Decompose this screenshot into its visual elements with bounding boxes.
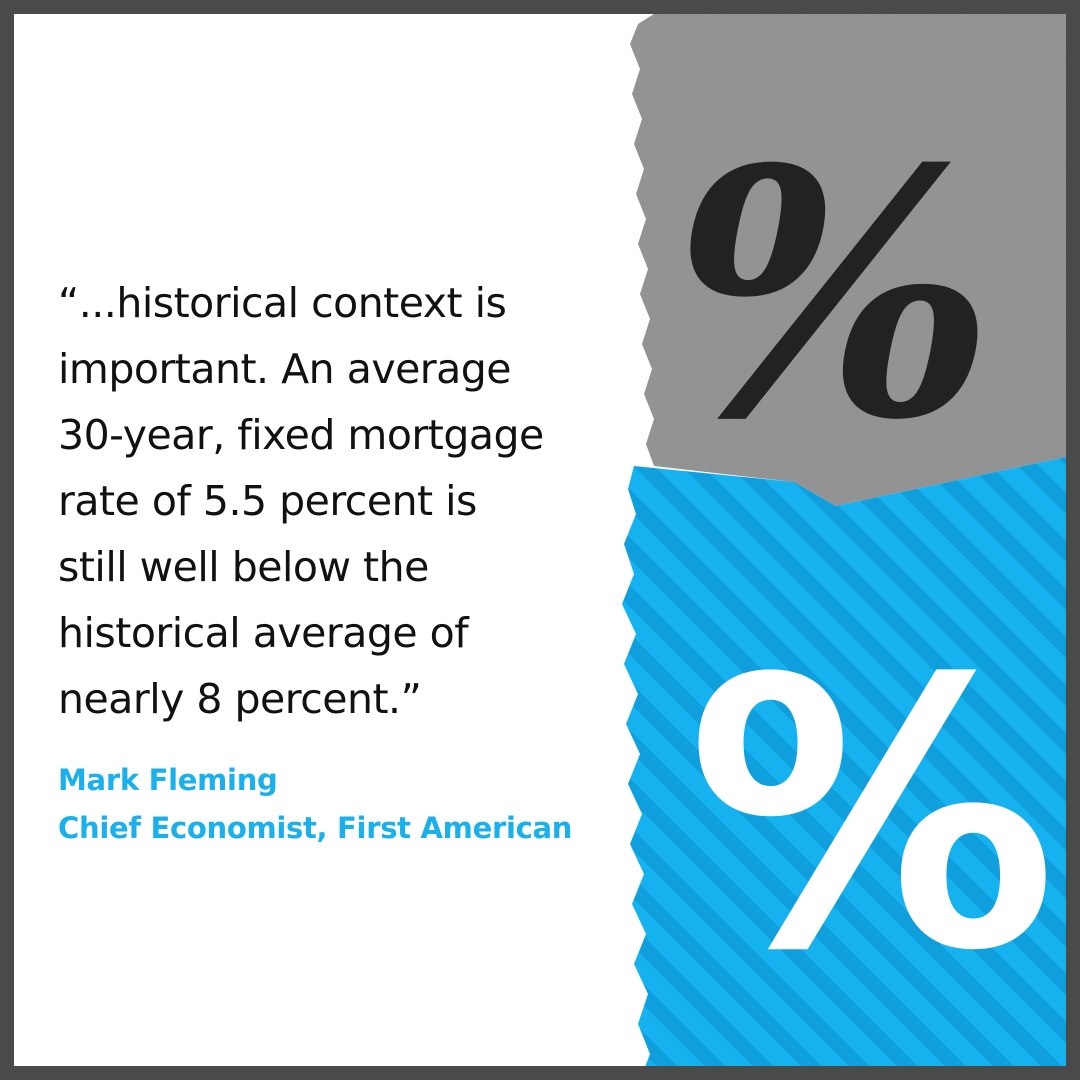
quote-line: historical average of xyxy=(58,609,469,657)
quote-text: “...historical context is important. An … xyxy=(58,270,618,732)
quote-line: 30-year, fixed mortgage xyxy=(58,411,544,459)
percent-artwork: % % xyxy=(614,14,1066,1066)
attribution: Mark Fleming Chief Economist, First Amer… xyxy=(58,756,572,852)
quote-line: important. An average xyxy=(58,345,512,393)
bold-percent-icon: % xyxy=(687,602,1058,1032)
blue-striped-panel xyxy=(622,456,1066,1066)
quote-line: rate of 5.5 percent is xyxy=(58,477,477,525)
author-title: Chief Economist, First American xyxy=(58,811,573,845)
quote-line: still well below the xyxy=(58,543,429,591)
quote-line: “...historical context is xyxy=(58,279,507,327)
quote-line: nearly 8 percent.” xyxy=(58,675,422,723)
author-name: Mark Fleming xyxy=(58,763,278,797)
serif-percent-icon: % xyxy=(672,96,995,495)
